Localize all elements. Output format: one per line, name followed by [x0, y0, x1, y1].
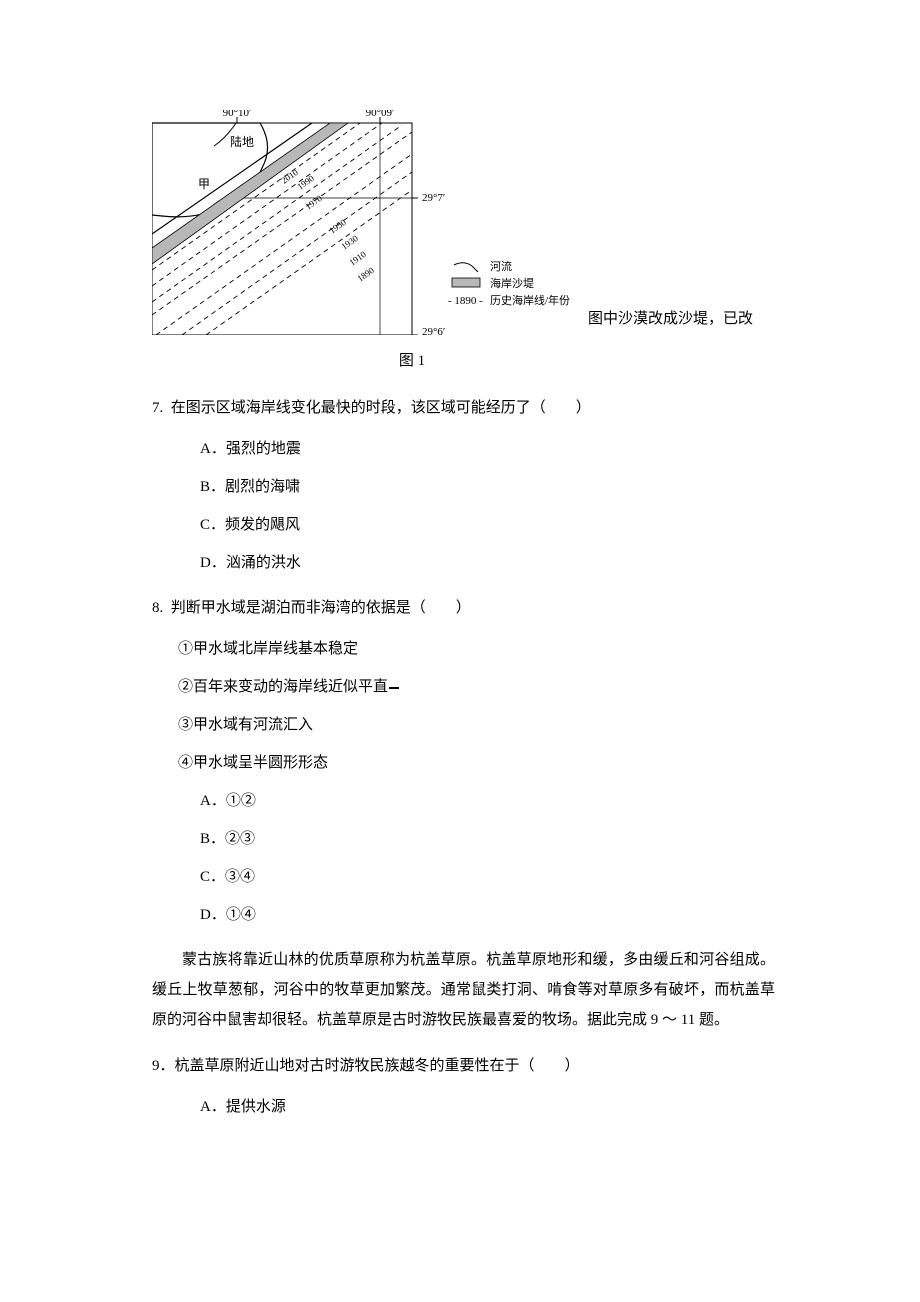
q8-statement-4: ④甲水域呈半圆形形态 [152, 751, 775, 775]
q7-option-b: B．剧烈的海啸 [200, 475, 775, 499]
legend: 河流 海岸沙堤 - 1890 - 历史海岸线/年份 [448, 259, 570, 307]
question-8: 8. 判断甲水域是湖泊而非海湾的依据是（ ） [152, 593, 775, 623]
lat-label-2: 29°6′ [422, 326, 445, 335]
figure-correction-note: 图中沙漠改成沙堤，已改 [588, 307, 753, 331]
q8-option-d: D．①④ [200, 903, 775, 927]
q9-option-a: A．提供水源 [200, 1095, 775, 1119]
q8-stem: 判断甲水域是湖泊而非海湾的依据是（ ） [171, 600, 471, 616]
map-diagram: 90°10′ 90°09′ 29°7′ 29°6′ 陆地 甲 [152, 110, 572, 335]
question-7: 7. 在图示区域海岸线变化最快的时段，该区域可能经历了（ ） [152, 393, 775, 423]
q9-stem: 杭盖草原附近山地对古时游牧民族越冬的重要性在于（ ） [175, 1058, 580, 1074]
q7-number: 7. [152, 393, 163, 423]
lat-label-1: 29°7′ [422, 192, 445, 204]
figure-area: 90°10′ 90°09′ 29°7′ 29°6′ 陆地 甲 [152, 110, 775, 335]
q8-statement-2: ②百年来变动的海岸线近似平直 [152, 675, 775, 699]
q8-option-b: B．②③ [200, 827, 775, 851]
q7-option-c: C．频发的飓风 [200, 513, 775, 537]
svg-text:- 1890 -: - 1890 - [448, 295, 483, 307]
region-label: 甲 [198, 177, 210, 191]
q8-option-c: C．③④ [200, 865, 775, 889]
q8-statement-1: ①甲水域北岸岸线基本稳定 [152, 637, 775, 661]
svg-text:河流: 河流 [490, 259, 512, 273]
cursor-icon [389, 687, 399, 689]
passage-hanggai: 蒙古族将靠近山林的优质草原称为杭盖草原。杭盖草原地形和缓，多由缓丘和河谷组成。缓… [152, 945, 775, 1035]
lon-label-2: 90°09′ [366, 110, 395, 119]
q7-option-a: A．强烈的地震 [200, 437, 775, 461]
figure-caption: 图 1 [282, 349, 542, 373]
svg-text:海岸沙堤: 海岸沙堤 [490, 276, 534, 290]
q8-statement-3: ③甲水域有河流汇入 [152, 713, 775, 737]
q8-option-a: A．①② [200, 789, 775, 813]
q9-options: A．提供水源 [152, 1095, 775, 1119]
lon-label-1: 90°10′ [223, 110, 252, 119]
q7-options: A．强烈的地震 B．剧烈的海啸 C．频发的飓风 D．汹涌的洪水 [152, 437, 775, 575]
q9-number: 9． [152, 1051, 175, 1081]
q7-option-d: D．汹涌的洪水 [200, 551, 775, 575]
q8-number: 8. [152, 593, 163, 623]
svg-text:历史海岸线/年份: 历史海岸线/年份 [490, 293, 570, 307]
q7-stem: 在图示区域海岸线变化最快的时段，该区域可能经历了（ ） [171, 400, 591, 416]
land-label: 陆地 [230, 134, 254, 149]
q8-options: A．①② B．②③ C．③④ D．①④ [152, 789, 775, 927]
question-9: 9．杭盖草原附近山地对古时游牧民族越冬的重要性在于（ ） [152, 1051, 775, 1081]
